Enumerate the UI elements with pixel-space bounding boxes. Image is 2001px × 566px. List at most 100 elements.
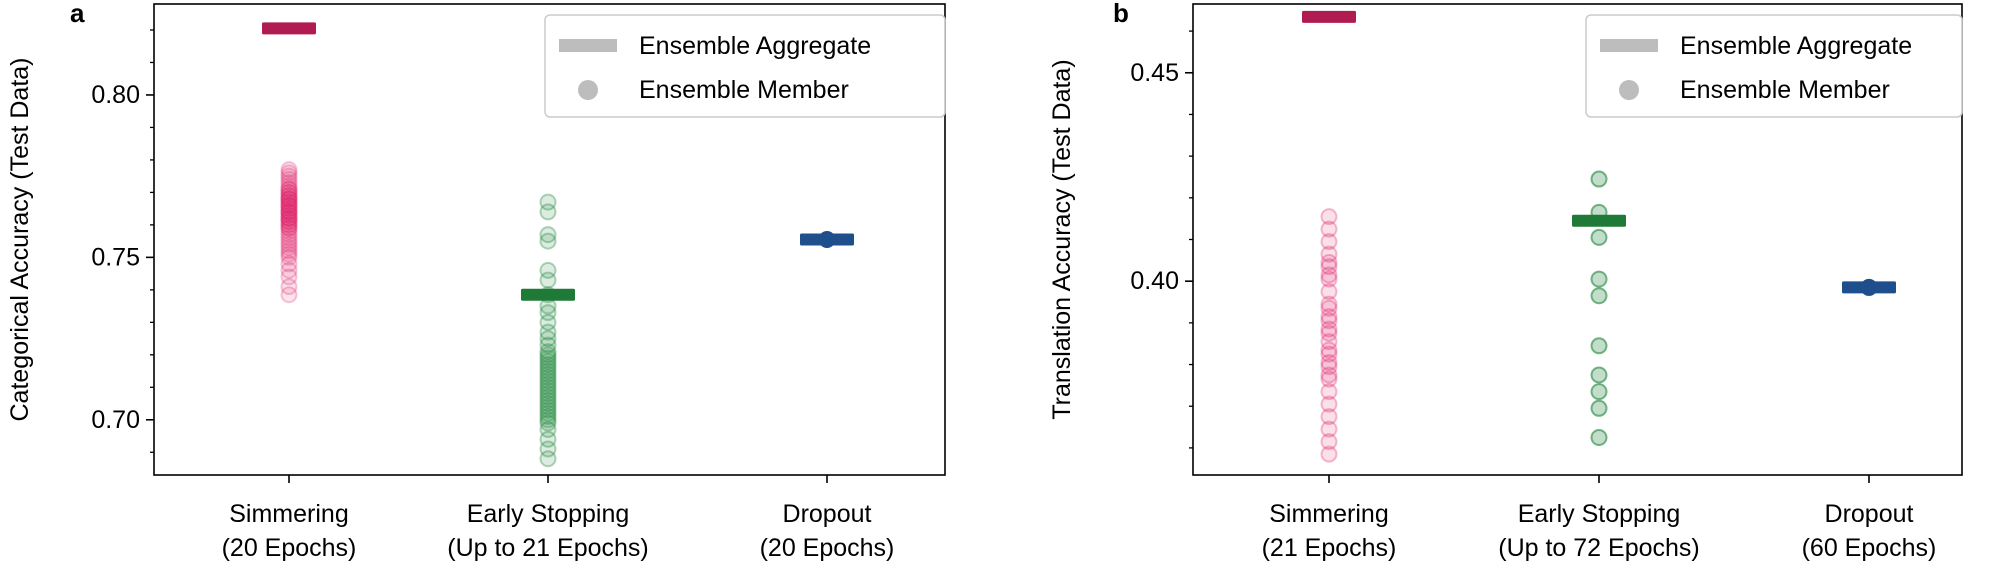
x-category-label: (20 Epochs) — [760, 534, 895, 562]
ensemble-member-point — [539, 388, 557, 406]
ensemble-member-point — [280, 245, 298, 263]
ensemble-member-point — [1320, 445, 1338, 463]
ensemble-member-point — [280, 219, 298, 237]
ensemble-aggregate-bar — [1302, 10, 1356, 23]
ensemble-member-point — [280, 203, 298, 221]
x-category-label: Simmering — [1269, 500, 1388, 528]
ensemble-member-point — [539, 391, 557, 409]
ensemble-member-point — [280, 216, 298, 234]
ensemble-member-point — [280, 196, 298, 214]
legend-aggregate-label: Ensemble Aggregate — [1680, 32, 1912, 60]
ensemble-member-point — [280, 193, 298, 211]
ensemble-member-point — [280, 200, 298, 218]
ensemble-member-point — [280, 180, 298, 198]
ensemble-member-point — [280, 213, 298, 231]
ensemble-member-point — [280, 190, 298, 208]
ensemble-member-point — [280, 206, 298, 224]
ensemble-member-point — [539, 343, 557, 361]
ensemble-member-point — [280, 235, 298, 253]
ensemble-member-point — [539, 378, 557, 396]
ensemble-member-point — [280, 229, 298, 247]
y-tick-label: 0.75 — [91, 243, 140, 271]
series-0 — [262, 22, 316, 304]
ensemble-aggregate-bar — [800, 233, 854, 246]
legend-member-label: Ensemble Member — [639, 76, 849, 104]
ensemble-member-point — [539, 440, 557, 458]
ensemble-member-point — [1320, 333, 1338, 351]
ensemble-member-point — [1320, 299, 1338, 317]
ensemble-member-point — [280, 232, 298, 250]
ensemble-member-point — [280, 261, 298, 279]
ensemble-member-point — [539, 356, 557, 374]
ensemble-member-point — [1320, 345, 1338, 363]
ensemble-member-point — [539, 232, 557, 250]
ensemble-member-point — [1320, 341, 1338, 359]
ensemble-member-point — [280, 193, 298, 211]
ensemble-member-point — [1590, 287, 1608, 305]
legend-member-label: Ensemble Member — [1680, 76, 1890, 104]
ensemble-member-point — [539, 359, 557, 377]
legend-box — [544, 14, 946, 118]
ensemble-member-point — [539, 261, 557, 279]
series-0 — [1302, 10, 1356, 463]
ensemble-member-point — [280, 242, 298, 260]
ensemble-aggregate-bar — [1842, 281, 1896, 294]
ensemble-member-point — [539, 411, 557, 429]
series-2 — [800, 231, 854, 248]
ensemble-member-point — [539, 382, 557, 400]
ensemble-member-point — [280, 196, 298, 214]
ensemble-member-point — [1320, 358, 1338, 376]
ensemble-member-point — [539, 395, 557, 413]
legend-member-swatch — [1619, 80, 1639, 100]
ensemble-member-point — [1320, 208, 1338, 226]
ensemble-member-point — [1320, 266, 1338, 284]
ensemble-member-point — [280, 239, 298, 257]
ensemble-member-point — [539, 346, 557, 364]
ensemble-member-point — [1590, 383, 1608, 401]
ensemble-member-point — [1590, 366, 1608, 384]
x-category-label: (21 Epochs) — [1262, 534, 1397, 562]
ensemble-member-point — [1320, 258, 1338, 276]
ensemble-member-point — [1320, 433, 1338, 451]
ensemble-member-point — [280, 248, 298, 266]
ensemble-member-point — [280, 170, 298, 188]
ensemble-member-point — [539, 365, 557, 383]
ensemble-member-point — [1320, 366, 1338, 384]
ensemble-member-point — [1320, 295, 1338, 313]
ensemble-member-point — [1590, 399, 1608, 417]
ensemble-member-point — [539, 385, 557, 403]
ensemble-member-point — [539, 362, 557, 380]
x-category-label: Early Stopping — [1518, 500, 1681, 528]
ensemble-member-point — [539, 375, 557, 393]
ensemble-member-point — [539, 336, 557, 354]
x-category-label: (20 Epochs) — [222, 534, 357, 562]
ensemble-member-point — [1590, 270, 1608, 288]
y-tick-label: 0.70 — [91, 406, 140, 434]
y-tick-label: 0.45 — [1130, 59, 1179, 87]
ensemble-member-point — [1320, 283, 1338, 301]
ensemble-member-point — [280, 190, 298, 208]
ensemble-member-point — [539, 421, 557, 439]
ensemble-member-point — [539, 323, 557, 341]
legend-aggregate-label: Ensemble Aggregate — [639, 32, 871, 60]
ensemble-member-point — [539, 271, 557, 289]
ensemble-aggregate-bar — [262, 22, 316, 35]
ensemble-member-point — [280, 180, 298, 198]
y-tick-label: 0.80 — [91, 81, 140, 109]
y-axis-label: Categorical Accuracy (Test Data) — [6, 57, 34, 421]
ensemble-member-point — [1320, 408, 1338, 426]
ensemble-member-point — [1320, 233, 1338, 251]
ensemble-member-point — [280, 278, 298, 296]
ensemble-member-point — [539, 430, 557, 448]
ensemble-member-point — [539, 372, 557, 390]
ensemble-member-point — [280, 268, 298, 286]
ensemble-member-point — [539, 226, 557, 244]
ensemble-member-point — [1320, 395, 1338, 413]
legend: Ensemble Aggregate Ensemble Member — [1585, 14, 1963, 118]
ensemble-member-point — [280, 183, 298, 201]
x-category-label: (60 Epochs) — [1802, 534, 1937, 562]
ensemble-member-point — [539, 401, 557, 419]
ensemble-aggregate-bar — [521, 288, 575, 301]
ensemble-member-point — [539, 398, 557, 416]
